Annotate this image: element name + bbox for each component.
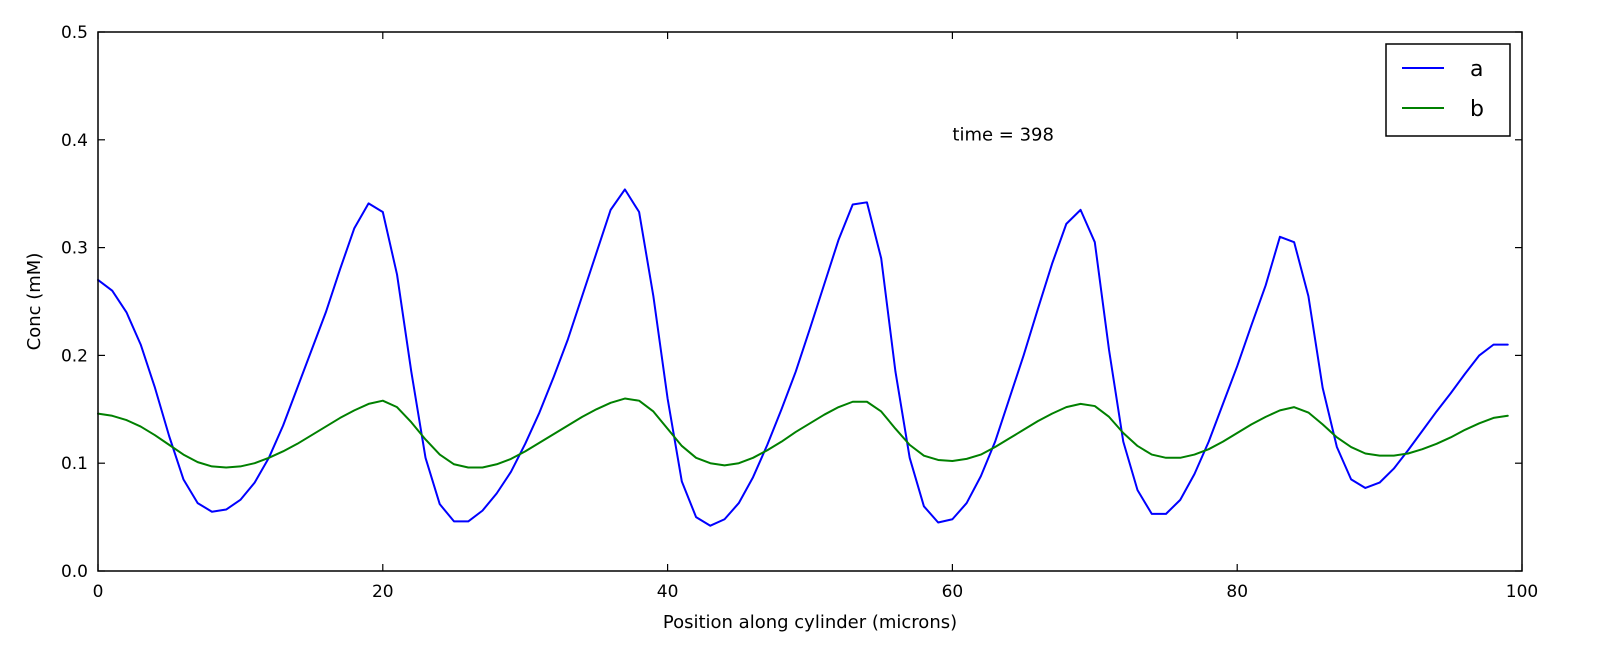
y-tick-label: 0.5	[61, 23, 88, 43]
x-tick-label: 20	[372, 582, 394, 602]
x-axis: 0 20 40 60 80 100	[93, 32, 1538, 602]
legend-box	[1385, 43, 1511, 137]
legend: ab	[1385, 43, 1511, 137]
y-tick-label: 0.0	[61, 562, 88, 582]
y-tick-label: 0.1	[61, 454, 88, 474]
y-axis-label: Conc (mM)	[24, 253, 45, 351]
x-tick-label: 60	[942, 582, 964, 602]
x-tick-label: 0	[93, 582, 104, 602]
legend-label-b: b	[1470, 97, 1484, 122]
y-tick-label: 0.4	[61, 131, 88, 151]
x-tick-label: 40	[657, 582, 679, 602]
series-line-b	[97, 397, 1509, 469]
x-axis-label: Position along cylinder (microns)	[663, 612, 957, 633]
x-tick-label: 100	[1506, 582, 1538, 602]
legend-label-a: a	[1470, 57, 1483, 82]
plot-area	[97, 31, 1523, 572]
y-tick-label: 0.2	[61, 346, 88, 366]
time-annotation: time = 398	[952, 124, 1054, 145]
x-tick-label: 80	[1226, 582, 1248, 602]
y-tick-label: 0.3	[61, 239, 88, 259]
y-axis: 0.0 0.1 0.2 0.3 0.4 0.5	[61, 23, 1522, 582]
axes-frame	[97, 31, 1523, 572]
series-line-a	[97, 188, 1509, 527]
